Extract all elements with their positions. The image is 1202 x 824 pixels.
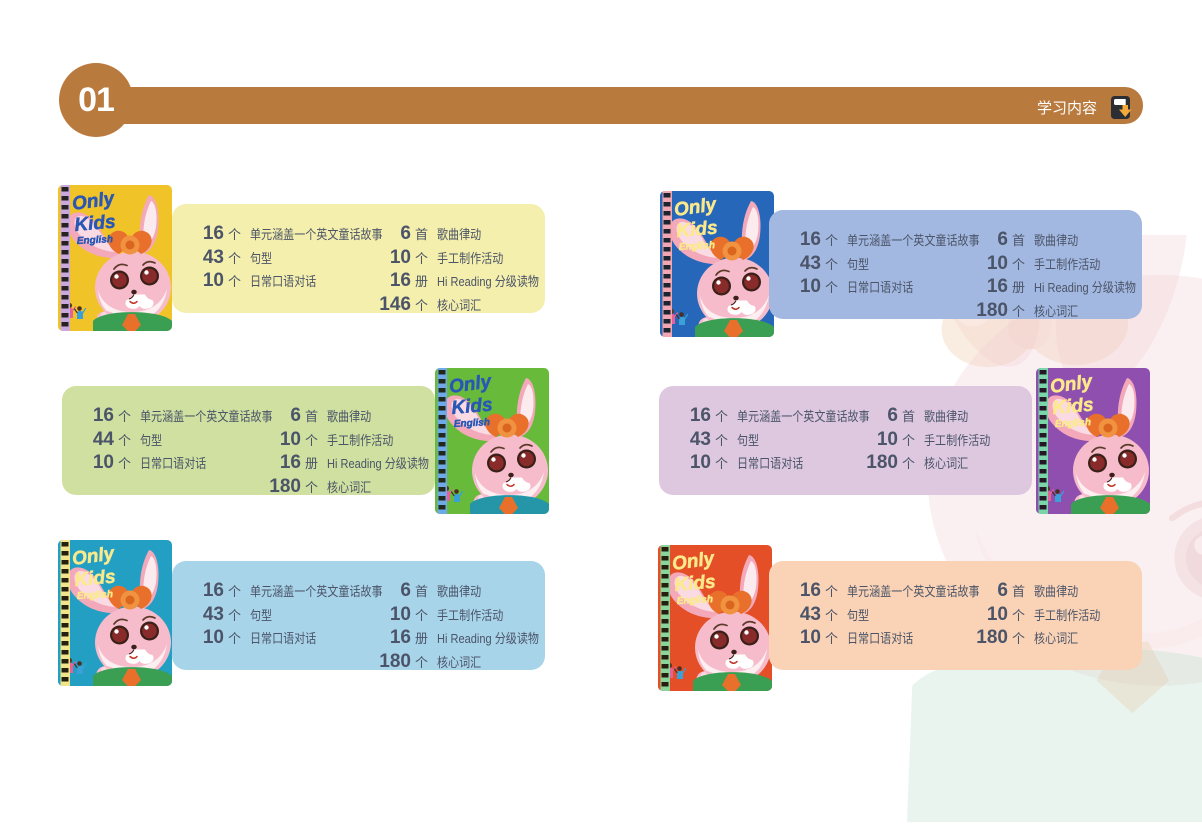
svg-text:Kids: Kids: [1052, 394, 1095, 419]
svg-text:English: English: [679, 240, 716, 253]
svg-text:English: English: [77, 234, 114, 247]
svg-text:Kids: Kids: [676, 217, 719, 242]
svg-text:English: English: [1055, 417, 1092, 430]
svg-text:English: English: [77, 589, 114, 602]
svg-text:English: English: [677, 594, 714, 607]
svg-text:Kids: Kids: [74, 211, 117, 236]
svg-text:Kids: Kids: [451, 394, 494, 419]
svg-text:Kids: Kids: [74, 566, 117, 591]
svg-text:English: English: [454, 417, 491, 430]
svg-text:Kids: Kids: [674, 571, 717, 596]
